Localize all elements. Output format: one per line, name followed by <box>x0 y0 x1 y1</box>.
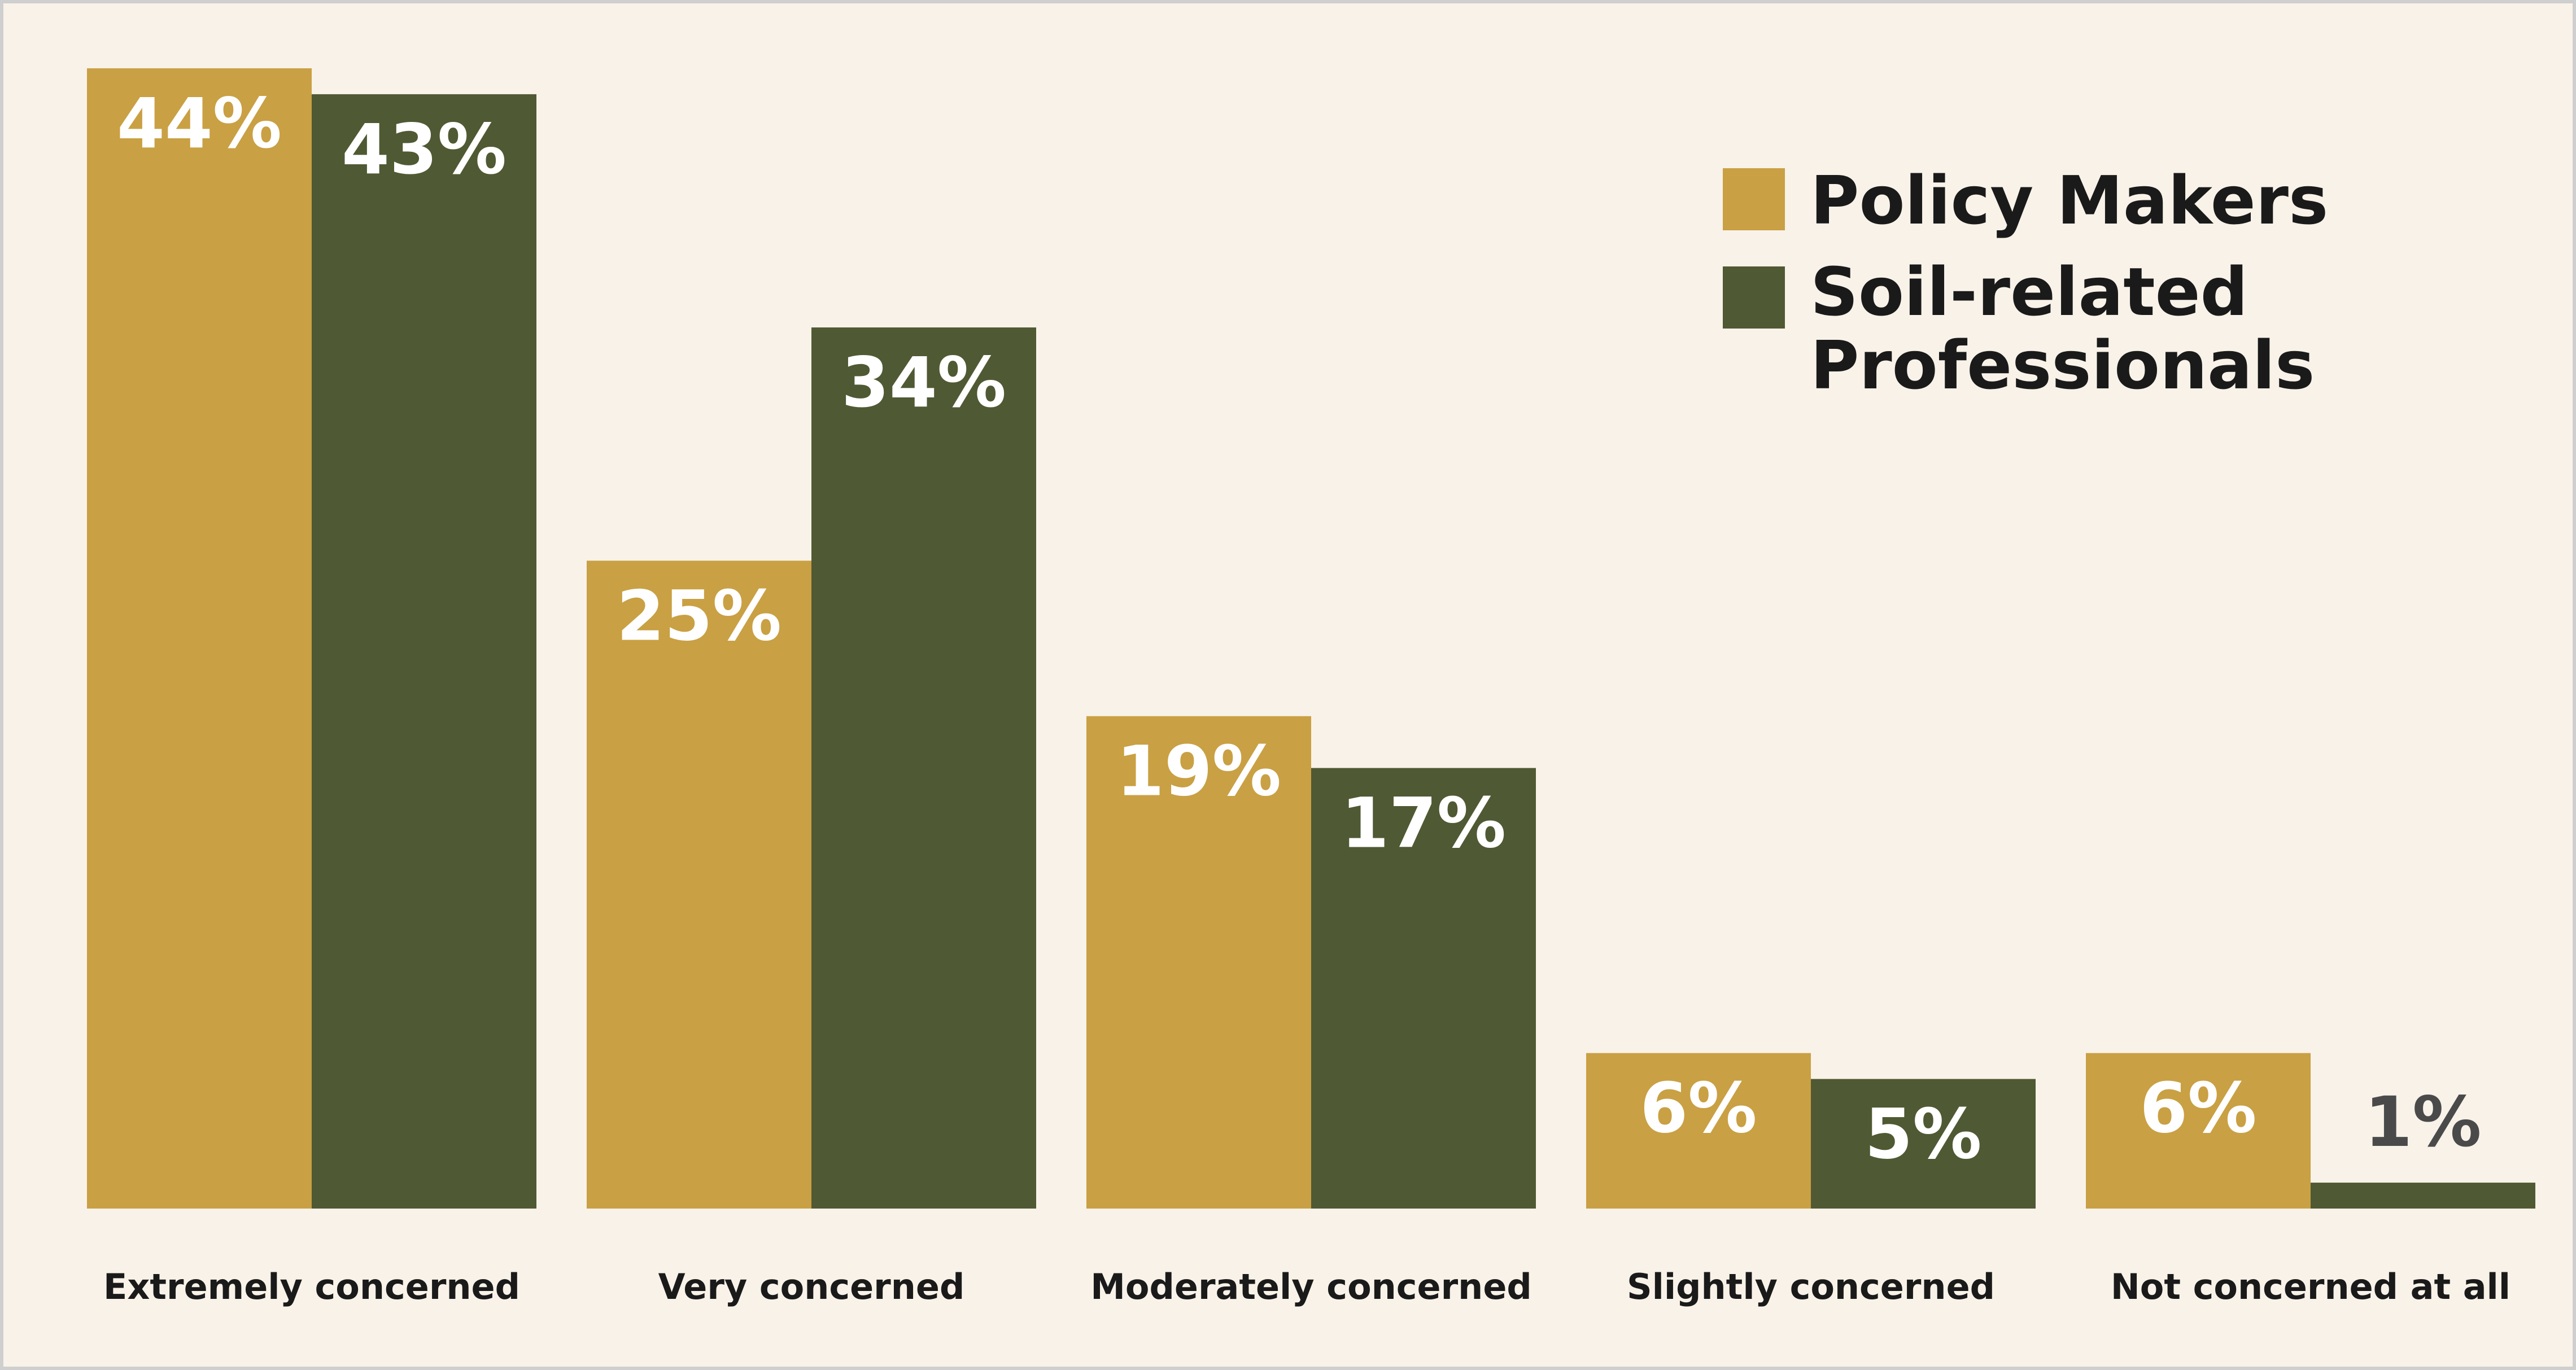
bars-layer <box>87 68 2535 1209</box>
legend-label-policy-makers: Policy Makers <box>1810 161 2328 239</box>
bar-value-label-policy-makers-extremely-concerned: 44% <box>117 84 282 164</box>
bar-value-label-policy-makers-very-concerned: 25% <box>617 576 781 656</box>
bar-value-label-soil-related-professionals-slightly-concerned: 5% <box>1865 1094 1981 1174</box>
bar-policy-makers-moderately-concerned <box>1086 716 1311 1209</box>
bar-policy-makers-extremely-concerned <box>87 68 312 1209</box>
bar-soil-related-professionals-extremely-concerned <box>312 94 536 1209</box>
legend-label-soil-related-line2: Professionals <box>1810 326 2315 404</box>
legend-swatch-soil-related-professionals <box>1723 266 1785 329</box>
bar-value-label-soil-related-professionals-not-concerned-at-all: 1% <box>2364 1082 2481 1162</box>
category-label-very-concerned: Very concerned <box>658 1266 965 1307</box>
bar-soil-related-professionals-moderately-concerned <box>1311 768 1536 1209</box>
category-labels-layer: Extremely concerned Very concerned Moderat… <box>103 1266 2510 1307</box>
bar-value-label-policy-makers-moderately-concerned: 19% <box>1116 732 1281 812</box>
bar-soil-related-professionals-not-concerned-at-all <box>2311 1183 2535 1209</box>
legend-swatch-policy-makers <box>1723 168 1785 230</box>
category-label-not-concerned-at-all: Not concerned at all <box>2111 1266 2510 1307</box>
bar-policy-makers-not-concerned-at-all <box>2086 1053 2311 1209</box>
bar-soil-related-professionals-very-concerned <box>811 327 1036 1209</box>
bar-value-label-soil-related-professionals-extremely-concerned: 43% <box>342 110 507 190</box>
bar-value-label-policy-makers-slightly-concerned: 6% <box>1640 1069 1757 1149</box>
bar-soil-related-professionals-slightly-concerned <box>1811 1079 2036 1209</box>
bar-policy-makers-slightly-concerned <box>1586 1053 1811 1209</box>
bar-value-label-policy-makers-not-concerned-at-all: 6% <box>2140 1069 2256 1149</box>
chart-svg: 44% 43% 25% 34% 19% 17% 6% 5% 6% 1% Extremely con… <box>87 68 2535 1307</box>
legend: Policy Makers Soil-related Professionals <box>1723 161 2328 404</box>
category-label-extremely-concerned: Extremely concerned <box>103 1266 520 1307</box>
bar-value-label-soil-related-professionals-very-concerned: 34% <box>841 343 1006 423</box>
bar-labels-layer: 44% 43% 25% 34% 19% 17% 6% 5% 6% 1% <box>117 84 2482 1174</box>
category-label-moderately-concerned: Moderately concerned <box>1090 1266 1532 1307</box>
bar-policy-makers-very-concerned <box>587 561 811 1209</box>
legend-label-soil-related-line1: Soil-related <box>1810 253 2248 331</box>
bar-value-label-soil-related-professionals-moderately-concerned: 17% <box>1341 784 1506 864</box>
category-label-slightly-concerned: Slightly concerned <box>1627 1266 1995 1307</box>
